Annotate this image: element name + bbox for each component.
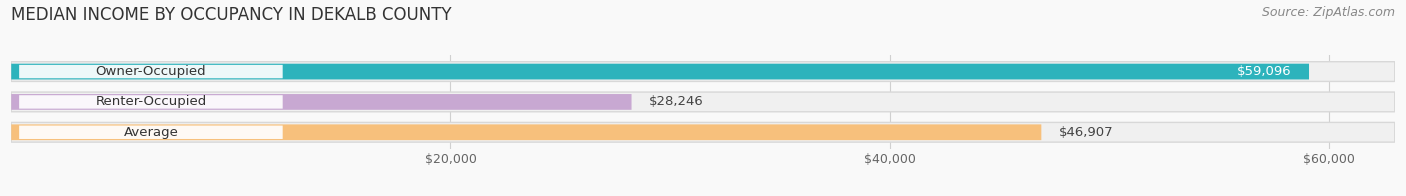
FancyBboxPatch shape <box>11 94 631 110</box>
Text: MEDIAN INCOME BY OCCUPANCY IN DEKALB COUNTY: MEDIAN INCOME BY OCCUPANCY IN DEKALB COU… <box>11 6 451 24</box>
Text: $59,096: $59,096 <box>1237 65 1292 78</box>
Text: Source: ZipAtlas.com: Source: ZipAtlas.com <box>1261 6 1395 19</box>
Text: Renter-Occupied: Renter-Occupied <box>96 95 207 108</box>
Text: $28,246: $28,246 <box>650 95 704 108</box>
FancyBboxPatch shape <box>11 122 1395 142</box>
FancyBboxPatch shape <box>11 64 1309 79</box>
Text: Owner-Occupied: Owner-Occupied <box>96 65 207 78</box>
FancyBboxPatch shape <box>11 62 1395 81</box>
Text: $46,907: $46,907 <box>1059 126 1114 139</box>
Text: Average: Average <box>124 126 179 139</box>
FancyBboxPatch shape <box>11 92 1395 112</box>
FancyBboxPatch shape <box>11 124 1042 140</box>
FancyBboxPatch shape <box>20 126 283 139</box>
FancyBboxPatch shape <box>20 65 283 78</box>
FancyBboxPatch shape <box>20 95 283 109</box>
